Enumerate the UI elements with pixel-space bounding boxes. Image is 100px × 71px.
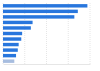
bar xyxy=(3,21,33,24)
grid xyxy=(3,3,90,64)
bar xyxy=(3,32,22,35)
axis-line xyxy=(4,64,91,65)
bar xyxy=(3,26,31,29)
bar xyxy=(3,48,18,51)
x-axis xyxy=(4,64,91,66)
bar xyxy=(3,54,16,57)
bar xyxy=(3,15,74,18)
chart xyxy=(0,0,100,71)
plot xyxy=(3,3,91,65)
bar xyxy=(3,43,19,46)
grid-line xyxy=(90,3,91,64)
bar xyxy=(3,10,78,13)
bar xyxy=(3,4,87,7)
bars xyxy=(3,4,87,63)
bar xyxy=(3,37,21,40)
bar xyxy=(3,59,14,62)
